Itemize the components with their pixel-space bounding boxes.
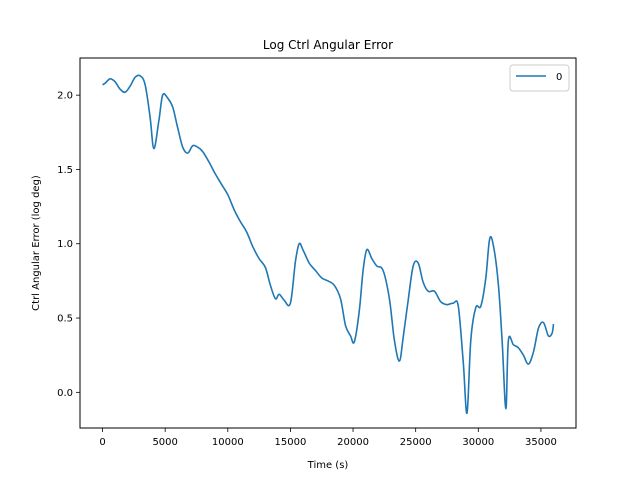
x-tick-label: 30000 bbox=[462, 437, 494, 448]
y-axis-label: Ctrl Angular Error (log deg) bbox=[31, 175, 42, 311]
x-tick-label: 20000 bbox=[337, 437, 369, 448]
x-tick-label: 25000 bbox=[400, 437, 432, 448]
x-tick-label: 10000 bbox=[212, 437, 244, 448]
plot-frame bbox=[79, 57, 577, 429]
y-tick-label: 1.5 bbox=[57, 165, 73, 176]
chart-title: Log Ctrl Angular Error bbox=[263, 38, 393, 52]
legend-box bbox=[509, 64, 570, 92]
x-tick-label: 5000 bbox=[152, 437, 177, 448]
x-tick-label: 0 bbox=[99, 437, 105, 448]
legend: 0 bbox=[509, 64, 570, 92]
y-axis: 0.0 0.5 1.0 1.5 2.0 bbox=[57, 91, 80, 399]
plot-area bbox=[102, 74, 555, 414]
legend-label: 0 bbox=[556, 72, 562, 83]
y-tick-label: 2.0 bbox=[57, 91, 73, 102]
series-line-0 bbox=[102, 74, 555, 414]
x-tick-label: 35000 bbox=[525, 437, 557, 448]
y-tick-label: 0.0 bbox=[57, 388, 73, 399]
x-axis-label: Time (s) bbox=[307, 460, 349, 471]
x-tick-label: 15000 bbox=[275, 437, 307, 448]
y-tick-label: 1.0 bbox=[57, 239, 73, 250]
y-tick-label: 0.5 bbox=[57, 314, 73, 325]
x-axis: 0 5000 10000 15000 20000 25000 30000 35000 bbox=[99, 428, 557, 448]
